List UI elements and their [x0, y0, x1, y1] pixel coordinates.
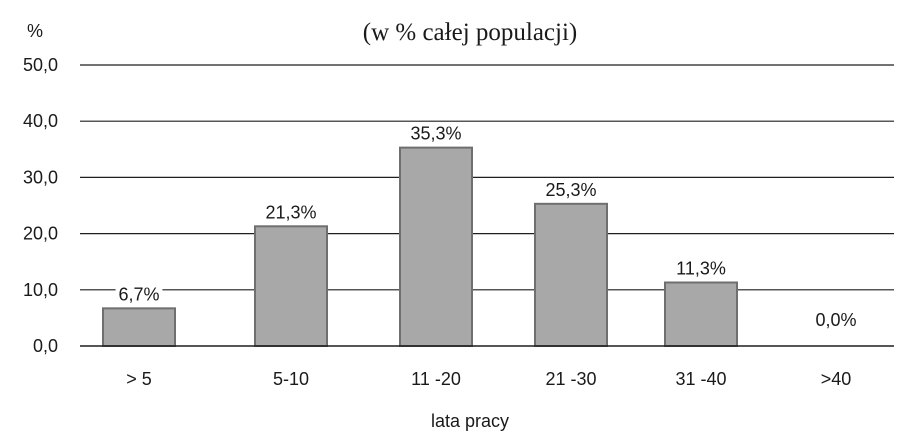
data-labels: 6,7% 21,3% 35,3% 25,3% 11,3% 0,0%: [115, 122, 860, 330]
data-label-background: [262, 201, 320, 223]
bar: [102, 307, 176, 348]
x-tick-label: 21 -30: [545, 369, 596, 389]
bar: [254, 225, 328, 348]
data-label: 25,3%: [545, 180, 596, 200]
y-tick-labels: 0,0 10,0 20,0 30,0 40,0 50,0: [23, 55, 58, 356]
x-tick-label: 31 -40: [675, 369, 726, 389]
y-tick-label: 50,0: [23, 55, 58, 75]
data-label: 21,3%: [265, 202, 316, 222]
data-label-background: [812, 308, 860, 330]
data-label: 6,7%: [118, 284, 159, 304]
bars: [102, 146, 738, 348]
x-tick-labels: > 5 5-10 11 -20 21 -30 31 -40 >40: [126, 369, 851, 389]
data-label: 35,3%: [410, 124, 461, 144]
x-tick-label: >40: [821, 369, 852, 389]
x-tick-label: 5-10: [273, 369, 309, 389]
bar: [534, 202, 608, 347]
gridlines: [80, 64, 894, 291]
x-tick-label: > 5: [126, 369, 152, 389]
y-tick-label: 30,0: [23, 167, 58, 187]
chart-title: (w % całej populacji): [363, 19, 578, 46]
x-axis-label: lata pracy: [431, 411, 509, 431]
bar: [664, 281, 738, 347]
y-axis-label: %: [27, 21, 43, 41]
y-tick-label: 40,0: [23, 111, 58, 131]
data-label: 11,3%: [676, 258, 726, 278]
y-tick-label: 10,0: [23, 280, 58, 300]
x-tick-label: 11 -20: [411, 369, 461, 389]
data-label-background: [672, 257, 730, 279]
data-label-background: [115, 283, 163, 305]
y-tick-label: 20,0: [23, 224, 58, 244]
y-tick-label: 0,0: [33, 336, 58, 356]
data-label-background: [542, 178, 600, 200]
data-label: 0,0%: [815, 310, 856, 330]
data-label-background: [407, 122, 465, 144]
bar: [399, 146, 473, 347]
